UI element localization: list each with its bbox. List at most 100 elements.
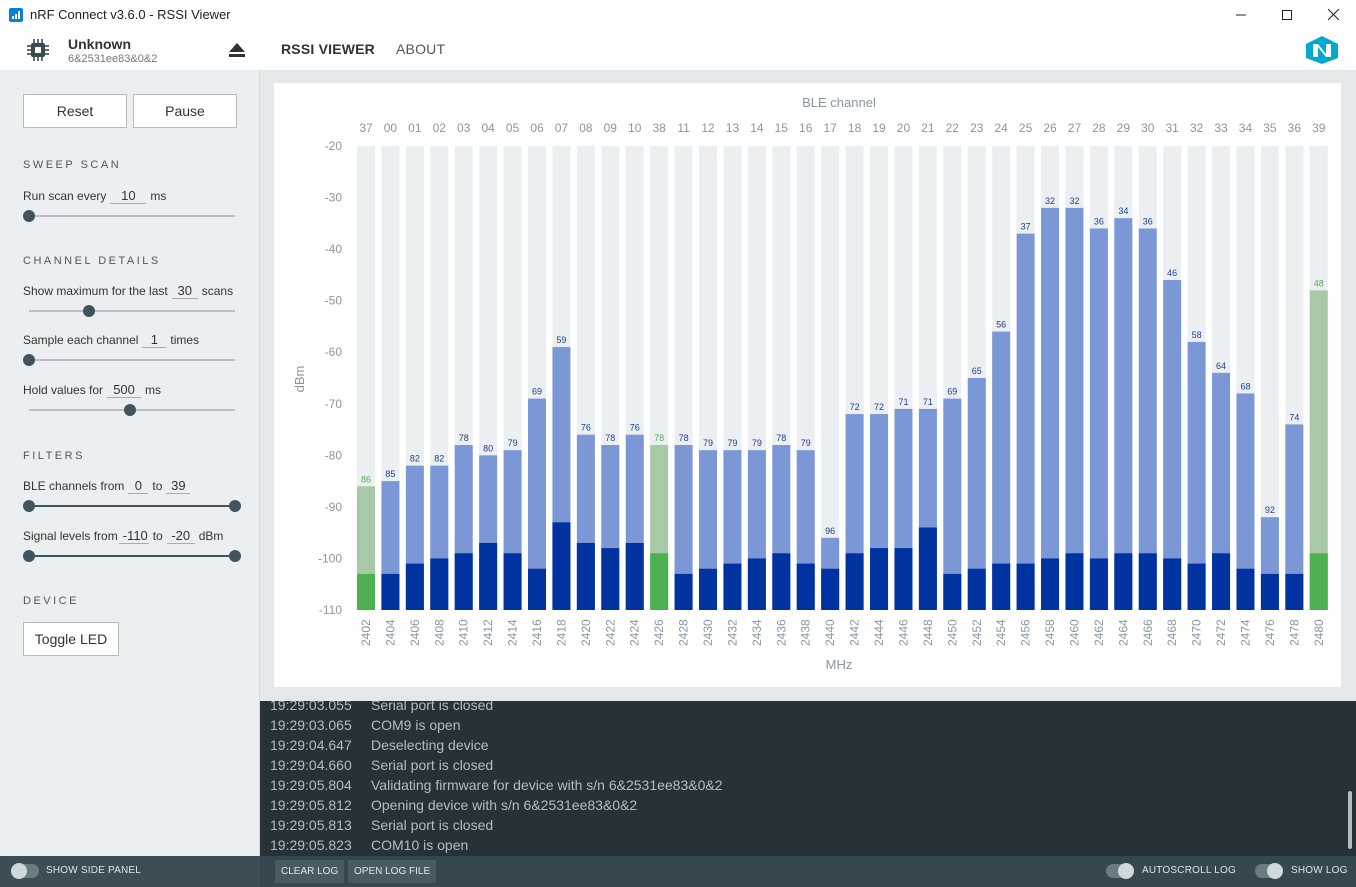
ble-channel-label: 24 [995, 121, 1009, 135]
log-timestamp: 19:29:04.660 [270, 757, 352, 773]
tab-about[interactable]: ABOUT [396, 41, 446, 57]
ble-from-handle[interactable] [23, 500, 35, 512]
ble-from-input[interactable]: 0 [128, 478, 149, 494]
ble-channel-label: 28 [1092, 121, 1106, 135]
show-max-slider-handle[interactable] [82, 305, 95, 317]
sample-slider[interactable] [23, 354, 235, 366]
side-panel: Reset Pause SWEEP SCAN Run scan every 10 m… [0, 70, 260, 856]
run-scan-slider-handle[interactable] [23, 210, 35, 222]
bar-max-label: 78 [679, 433, 689, 443]
bar-current [967, 568, 986, 610]
pause-button[interactable]: Pause [133, 94, 237, 128]
ble-channel-label: 09 [604, 121, 618, 135]
signal-to-handle[interactable] [229, 550, 241, 562]
show-max-input[interactable]: 30 [171, 283, 198, 299]
hold-slider[interactable] [29, 404, 235, 416]
clear-log-button[interactable]: CLEAR LOG [275, 860, 345, 883]
chip-icon[interactable] [27, 39, 49, 61]
x-tick-label: 2468 [1165, 619, 1179, 646]
ble-channel-label: 23 [970, 121, 984, 135]
ble-channel-label: 31 [1166, 121, 1180, 135]
show-max-label: Show maximum for the last 30 scans [23, 283, 234, 299]
y-tick-label: -30 [325, 191, 343, 205]
y-axis-label: dBm [292, 366, 307, 393]
bar-max-label: 82 [434, 454, 444, 464]
bar-current [454, 553, 473, 610]
signal-levels-slider[interactable] [23, 550, 241, 562]
show-log-toggle[interactable] [1255, 863, 1283, 879]
show-side-panel-toggle[interactable] [11, 863, 39, 879]
log-message: COM9 is open [371, 717, 461, 733]
autoscroll-log-toggle[interactable] [1106, 863, 1134, 879]
log-scrollbar[interactable] [1348, 791, 1352, 849]
bar-max-label: 74 [1289, 412, 1299, 422]
minimize-button[interactable] [1218, 0, 1264, 29]
bar-max-label: 71 [923, 397, 933, 407]
sample-input[interactable]: 1 [142, 332, 167, 348]
bar-current [1016, 563, 1035, 610]
ble-channel-label: 26 [1043, 121, 1057, 135]
toggle-led-button[interactable]: Toggle LED [23, 622, 119, 656]
ble-channel-label: 32 [1190, 121, 1204, 135]
x-tick-label: 2414 [506, 619, 520, 646]
ble-channels-label: BLE channels from 0 to 39 [23, 478, 194, 494]
reset-button[interactable]: Reset [23, 94, 127, 128]
bar-background [1260, 146, 1279, 610]
log-timestamp: 19:29:03.055 [270, 701, 352, 713]
bar-max [674, 445, 693, 610]
hold-slider-handle[interactable] [123, 404, 136, 416]
ble-channels-slider[interactable] [23, 500, 241, 512]
footer-left: SHOW SIDE PANEL [0, 856, 260, 887]
bar-max [967, 378, 986, 610]
bar-current [918, 527, 937, 610]
tab-rssi-viewer[interactable]: RSSI VIEWER [281, 41, 375, 57]
bar-max [1285, 424, 1304, 610]
x-tick-label: 2406 [408, 619, 422, 646]
bar-max-label: 96 [825, 526, 835, 536]
show-max-slider[interactable] [29, 305, 235, 317]
bar-max-label: 86 [361, 474, 371, 484]
bar-current [552, 522, 571, 610]
signal-to-input[interactable]: -20 [166, 528, 195, 544]
log-panel[interactable]: 19:29:03.055 Serial port is closed 19:29:0… [260, 701, 1356, 856]
ble-to-handle[interactable] [229, 500, 241, 512]
bar-max-label: 58 [1192, 330, 1202, 340]
hold-label: Hold values for 500 ms [23, 382, 162, 398]
sample-slider-handle[interactable] [23, 354, 35, 366]
bar-max [1041, 207, 1060, 610]
maximize-button[interactable] [1264, 0, 1310, 29]
log-message: Validating firmware for device with s/n … [371, 777, 723, 793]
signal-from-input[interactable]: -110 [118, 528, 149, 544]
x-tick-label: 2418 [554, 619, 568, 646]
log-entry: 19:29:04.647 Deselecting device [270, 737, 489, 753]
bar-max [1065, 207, 1084, 610]
title-bar: nRF Connect v3.6.0 - RSSI Viewer [0, 0, 1356, 29]
signal-from-handle[interactable] [23, 550, 35, 562]
bar-max-label: 80 [483, 443, 493, 453]
close-button[interactable] [1310, 0, 1356, 29]
ble-channel-label: 34 [1239, 121, 1253, 135]
run-scan-slider[interactable] [23, 210, 235, 222]
x-tick-label: 2410 [457, 619, 471, 646]
x-axis-label: MHz [826, 657, 853, 672]
x-tick-label: 2466 [1141, 619, 1155, 646]
ble-channel-label: 16 [799, 121, 813, 135]
bar-max-label: 64 [1216, 361, 1226, 371]
run-scan-input[interactable]: 10 [110, 188, 147, 204]
bar-max [1187, 341, 1206, 610]
bar-current [1285, 573, 1304, 610]
eject-icon[interactable] [229, 43, 245, 57]
bar-background [821, 146, 840, 610]
x-tick-label: 2474 [1238, 619, 1252, 646]
hold-input[interactable]: 500 [107, 382, 142, 398]
bar-current [1065, 553, 1084, 610]
ble-channel-label: 30 [1141, 121, 1155, 135]
ble-to-input[interactable]: 39 [166, 478, 191, 494]
x-tick-label: 2456 [1019, 619, 1033, 646]
open-log-file-button[interactable]: OPEN LOG FILE [348, 860, 437, 883]
bar-max [528, 398, 547, 610]
log-timestamp: 19:29:04.647 [270, 737, 352, 753]
device-name[interactable]: Unknown [68, 36, 131, 52]
ble-channel-label: 10 [628, 121, 642, 135]
y-tick-label: -100 [318, 551, 342, 565]
